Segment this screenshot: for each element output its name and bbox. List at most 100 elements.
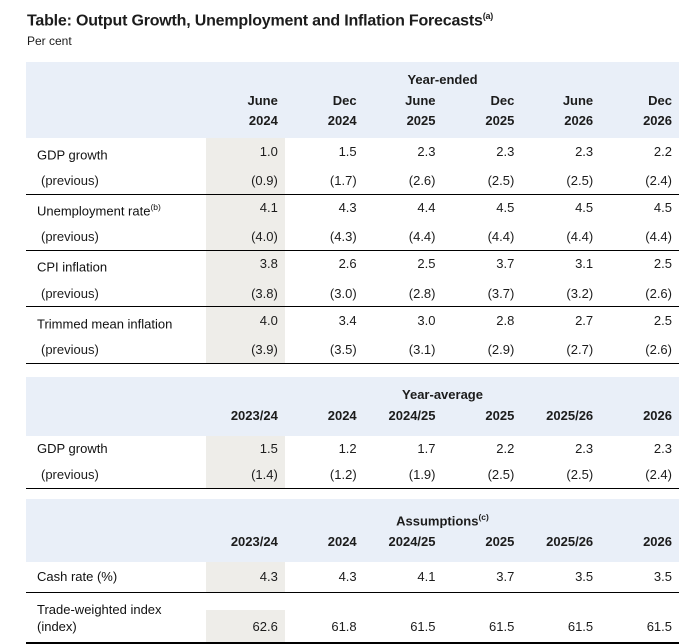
cell-value: 2.5 [417, 256, 436, 272]
header-spacer [26, 91, 206, 131]
cell-value: 4.4 [417, 200, 436, 216]
column-header: 2024/25 [388, 533, 436, 549]
row-label-previous: (previous) [41, 229, 99, 245]
column-header: Dec 2025 [485, 93, 515, 129]
cell-value: 2.6 [338, 256, 357, 272]
cell-value: (2.6) [645, 342, 672, 358]
assumptions-header-band: Assumptions(c) 2023/24 2024 2024/25 2025… [26, 498, 679, 562]
cell-value: 3.5 [653, 569, 672, 585]
cell-value: 1.5 [338, 143, 357, 159]
header-spacer [26, 531, 206, 553]
row-group-cpi-inflation: CPI inflation 3.8 2.6 2.5 3.7 3.1 2.5 (p… [26, 250, 679, 308]
cell-value: 3.1 [575, 256, 594, 272]
cell-value: (4.4) [645, 229, 672, 245]
column-header: 2025 [485, 407, 515, 423]
cell-value: 2.5 [653, 312, 672, 328]
row-label: Trimmed mean inflation [37, 316, 173, 332]
column-header: June 2025 [405, 93, 436, 129]
column-header: 2026 [643, 533, 672, 549]
header-spacer [26, 405, 206, 427]
cell-value: (3.0) [329, 285, 357, 301]
assumptions-table: Assumptions(c) 2023/24 2024 2024/25 2025… [26, 498, 679, 644]
year-ended-group-title: Year-ended [407, 72, 478, 88]
year-ended-table: Year-ended June 2024 Dec 2024 June 2025 Dec… [26, 62, 679, 364]
row-group-gdp-growth-average: GDP growth 1.5 1.2 1.7 2.2 2.3 2.3 (prev… [26, 435, 679, 489]
cell-value: 61.5 [567, 618, 594, 634]
cell-value: 2.3 [575, 143, 594, 159]
forecast-tables: Year-ended June 2024 Dec 2024 June 2025 Dec… [26, 62, 679, 644]
cell-value: 4.3 [338, 200, 357, 216]
table-row-previous: (previous) (0.9) (1.7) (2.6) (2.5) (2.5)… [26, 167, 679, 194]
row-label: CPI inflation [37, 259, 108, 275]
table-row: Trimmed mean inflation 4.0 3.4 3.0 2.8 2… [26, 307, 679, 337]
header-spacer [26, 385, 206, 405]
cell-value: 3.5 [575, 569, 594, 585]
column-header: Dec 2026 [643, 93, 672, 129]
cell-value: (1.2) [329, 467, 357, 483]
page-title-text: Table: Output Growth, Unemployment and I… [27, 12, 483, 30]
column-header: 2025/26 [546, 533, 594, 549]
cell-value: 4.0 [206, 307, 285, 337]
column-header: 2024 [327, 533, 357, 549]
table-row: Cash rate (%) 4.3 4.3 4.1 3.7 3.5 3.5 [26, 561, 679, 592]
row-group-cash-rate: Cash rate (%) 4.3 4.3 4.1 3.7 3.5 3.5 [26, 561, 679, 593]
table-row-previous: (previous) (4.0) (4.3) (4.4) (4.4) (4.4)… [26, 223, 679, 250]
cell-value: (3.9) [206, 336, 285, 363]
cell-value: (0.9) [206, 167, 285, 194]
footnote-b-marker: (b) [150, 202, 161, 213]
cell-value: (1.4) [206, 461, 285, 488]
cell-value: (3.5) [329, 342, 357, 358]
row-label-previous: (previous) [41, 173, 99, 189]
row-group-gdp-growth: GDP growth 1.0 1.5 2.3 2.3 2.3 2.2 (prev… [26, 138, 679, 195]
cell-value: (2.5) [487, 467, 515, 483]
cell-value: (3.8) [206, 280, 285, 307]
cell-value: (4.4) [408, 229, 436, 245]
cell-value: 4.5 [653, 200, 672, 216]
row-label-previous: (previous) [41, 342, 99, 358]
cell-value: 4.5 [575, 200, 594, 216]
column-header: June 2024 [247, 93, 278, 129]
cell-value: 3.8 [206, 250, 285, 281]
cell-value: (2.8) [408, 285, 436, 301]
year-ended-header-band: Year-ended June 2024 Dec 2024 June 2025 Dec… [26, 62, 679, 139]
assumptions-group-title: Assumptions(c) [396, 511, 489, 528]
row-label-previous: (previous) [41, 467, 99, 483]
column-header: 2025/26 [546, 407, 594, 423]
cell-value: (2.6) [645, 285, 672, 301]
cell-value: (4.4) [487, 229, 515, 245]
column-header: 2023/24 [230, 407, 278, 423]
cell-value: 61.5 [489, 618, 515, 634]
page-subtitle: Per cent [27, 34, 72, 49]
table-row-previous: (previous) (1.4) (1.2) (1.9) (2.5) (2.5)… [26, 461, 679, 488]
cell-value: 4.5 [496, 200, 515, 216]
cell-value: (4.3) [329, 229, 357, 245]
cell-value: 2.3 [575, 441, 594, 457]
cell-value: 3.7 [496, 569, 515, 585]
cell-value: 4.1 [206, 194, 285, 224]
header-spacer [26, 70, 206, 90]
cell-value: 1.0 [206, 138, 285, 168]
column-header: 2023/24 [230, 533, 278, 549]
cell-value: (3.7) [487, 285, 515, 301]
cell-value: 1.5 [206, 435, 285, 462]
cell-value: 62.6 [206, 609, 285, 642]
cell-value: 3.0 [417, 312, 436, 328]
table-row: CPI inflation 3.8 2.6 2.5 3.7 3.1 2.5 [26, 250, 679, 281]
cell-value: (1.9) [408, 467, 436, 483]
year-average-group-title: Year-average [402, 386, 483, 402]
cell-value: 61.5 [410, 618, 436, 634]
table-row: Trade-weighted index (index) 62.6 61.8 61… [26, 593, 679, 642]
cell-value: (4.0) [206, 223, 285, 250]
year-average-header-band: Year-average 2023/24 2024 2024/25 2025 2… [26, 376, 679, 436]
row-label-previous: (previous) [41, 285, 99, 301]
cell-value: 2.7 [575, 312, 594, 328]
cell-value: (3.1) [408, 342, 436, 358]
cell-value: 1.2 [338, 441, 357, 457]
cell-value: 3.4 [338, 312, 357, 328]
cell-value: (2.4) [645, 173, 672, 189]
cell-value: (2.5) [566, 173, 594, 189]
cell-value: (4.4) [566, 229, 594, 245]
year-average-table: Year-average 2023/24 2024 2024/25 2025 2… [26, 376, 679, 489]
row-group-trimmed-mean-inflation: Trimmed mean inflation 4.0 3.4 3.0 2.8 2… [26, 307, 679, 364]
cell-value: 2.2 [653, 143, 672, 159]
